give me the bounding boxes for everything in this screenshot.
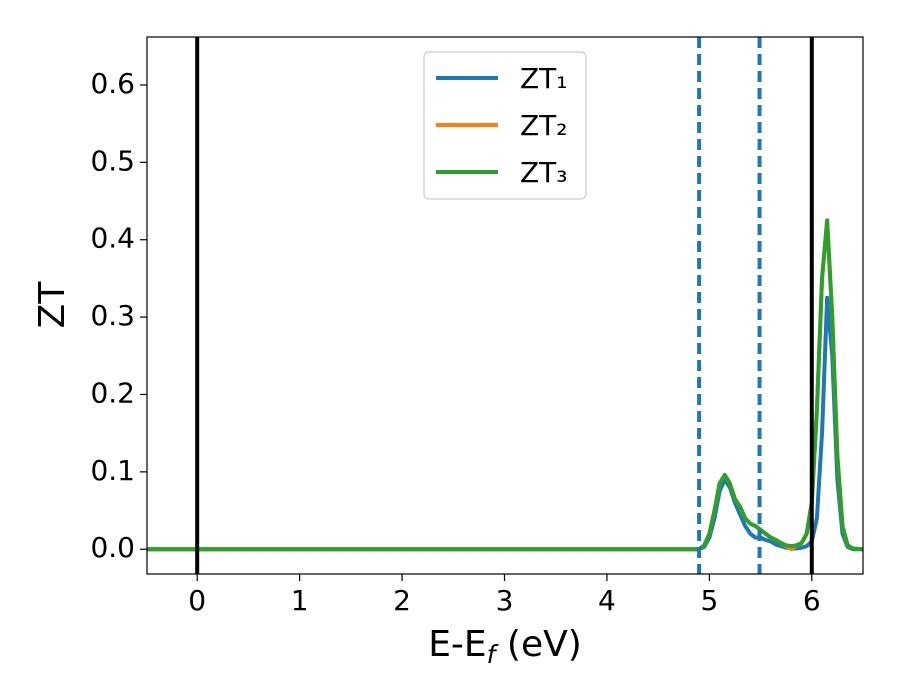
plot-frame — [146, 36, 864, 575]
plot — [147, 37, 863, 574]
x-tick-label: 5 — [700, 584, 718, 617]
x-tick-label: 4 — [598, 584, 616, 617]
y-tick-label: 0.1 — [90, 454, 135, 487]
x-tick-label: 3 — [496, 584, 514, 617]
legend-box — [423, 51, 587, 200]
x-label-part: E-E — [428, 624, 486, 665]
y-tick-label: 0.2 — [90, 376, 135, 409]
y-axis-label: ZT — [32, 281, 73, 329]
legend: ZT₁ ZT₂ ZT₃ — [423, 51, 587, 200]
y-tick-label: 0.5 — [90, 144, 135, 177]
series-line — [147, 295, 863, 552]
series-line — [147, 218, 863, 552]
y-tick-label: 0.0 — [90, 531, 135, 564]
legend-label: ZT₂ — [520, 109, 568, 142]
x-tick-label: 6 — [803, 584, 821, 617]
x-axis-label: E-Ef (eV) — [428, 624, 582, 669]
x-tick-label: 2 — [393, 584, 411, 617]
y-tick-label: 0.6 — [90, 67, 135, 100]
series-line — [147, 218, 863, 552]
y-tick-label: 0.4 — [90, 222, 135, 255]
legend-label: ZT₁ — [520, 62, 568, 95]
x-tick-label: 0 — [188, 584, 206, 617]
x-label-part: (eV) — [495, 624, 581, 665]
y-tick-label: 0.3 — [90, 299, 135, 332]
legend-label: ZT₃ — [520, 156, 568, 189]
x-tick-label: 1 — [291, 584, 309, 617]
